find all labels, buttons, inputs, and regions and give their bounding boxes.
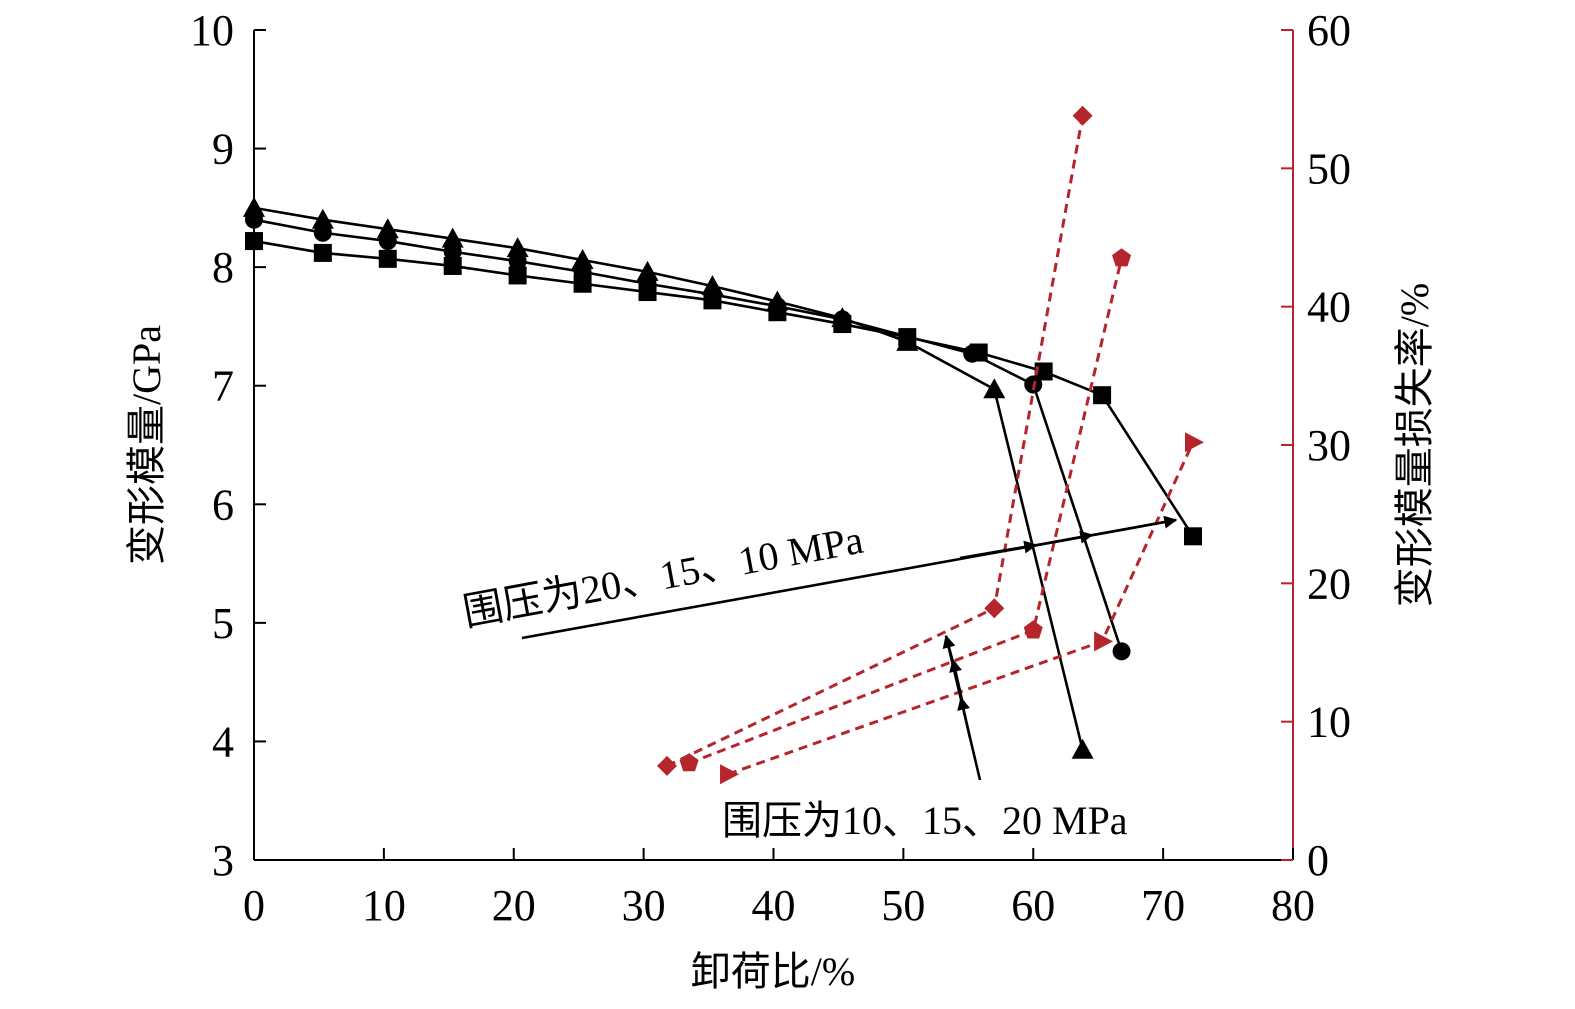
- y2-tick-label: 0: [1307, 836, 1329, 885]
- data-point: [766, 290, 789, 311]
- data-point: [378, 249, 397, 268]
- data-point: [1094, 631, 1114, 652]
- y2-tick-label: 10: [1307, 698, 1351, 747]
- y-axis-label: 变形模量/GPa: [124, 325, 169, 565]
- series-line: [727, 441, 1195, 776]
- y-tick-label: 7: [212, 362, 234, 411]
- y-tick-label: 9: [212, 125, 234, 174]
- data-point: [443, 256, 462, 275]
- annotation-layer: [521, 515, 1178, 781]
- data-point: [983, 378, 1006, 399]
- annotation-upper-arrow-3: [1059, 515, 1178, 543]
- data-point: [1184, 432, 1204, 453]
- axes: 0 10 20 30 40 50 60 70 80 3 4 5 6 7 8 9 10 0 10 20 30 40 50 60: [190, 6, 1351, 930]
- data-point: [506, 237, 529, 258]
- data-point: [720, 764, 740, 785]
- y2-tick-label: 30: [1307, 421, 1351, 470]
- data-point: [636, 260, 659, 281]
- series-line: [253, 206, 1084, 751]
- x-tick-label: 60: [1011, 881, 1055, 930]
- data-point: [984, 598, 1005, 619]
- y-tick-label: 10: [190, 6, 234, 55]
- y2-tick-label: 40: [1307, 283, 1351, 332]
- y-tick-label: 4: [212, 717, 234, 766]
- y-tick-label: 8: [212, 243, 234, 292]
- data-point: [1112, 642, 1131, 661]
- x-tick-label: 10: [362, 881, 406, 930]
- series-3: [243, 196, 1094, 759]
- y-tick-label: 5: [212, 599, 234, 648]
- data-point: [679, 753, 699, 772]
- data-point: [1112, 248, 1132, 267]
- x-tick-label: 30: [622, 881, 666, 930]
- series-layer: [243, 105, 1204, 785]
- data-point: [508, 266, 527, 285]
- annotation-lower-label: 围压为10、15、20 MPa: [722, 798, 1128, 843]
- data-point: [1072, 105, 1093, 126]
- data-point: [243, 196, 265, 217]
- annotation-upper-label: 围压为20、15、10 MPa: [459, 517, 866, 635]
- y2-tick-label: 60: [1307, 6, 1351, 55]
- x-tick-label: 80: [1271, 881, 1315, 930]
- data-point: [245, 232, 263, 251]
- data-point: [701, 275, 724, 296]
- annotation-lower-arrow-3: [942, 634, 957, 671]
- series-5: [679, 248, 1132, 772]
- x-tick-label: 70: [1141, 881, 1185, 930]
- data-point: [441, 227, 464, 248]
- data-point: [1183, 527, 1202, 546]
- series-line: [666, 115, 1085, 768]
- series-6: [720, 432, 1204, 785]
- data-point: [313, 243, 332, 262]
- data-point: [1034, 362, 1053, 381]
- y2-tick-label: 20: [1307, 559, 1351, 608]
- data-point: [1023, 620, 1043, 639]
- data-point: [831, 307, 854, 328]
- y2-axis-label: 变形模量损失率/%: [1392, 283, 1437, 607]
- data-point: [571, 249, 594, 270]
- x-tick-label: 40: [752, 881, 796, 930]
- series-1: [245, 232, 1202, 546]
- data-point: [1071, 738, 1094, 759]
- data-point: [311, 208, 334, 229]
- annotation-lower-arrow-1: [957, 696, 972, 739]
- x-tick-label: 0: [243, 881, 265, 930]
- data-point: [657, 755, 678, 776]
- y-tick-label: 6: [212, 480, 234, 529]
- data-point: [376, 218, 399, 239]
- x-tick-label: 50: [881, 881, 925, 930]
- x-tick-label: 20: [492, 881, 536, 930]
- series-4: [657, 105, 1093, 776]
- y-tick-label: 3: [212, 836, 234, 885]
- data-point: [963, 344, 982, 363]
- y2-tick-label: 50: [1307, 144, 1351, 193]
- data-point: [896, 330, 919, 351]
- x-axis-label: 卸荷比/%: [691, 949, 855, 994]
- data-point: [1093, 386, 1112, 405]
